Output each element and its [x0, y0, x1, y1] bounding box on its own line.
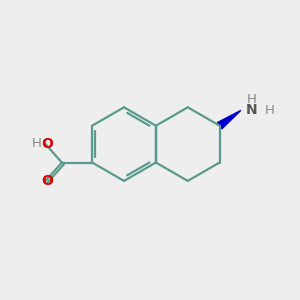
Text: H: H [264, 104, 274, 117]
Polygon shape [218, 110, 241, 129]
Text: N: N [246, 103, 258, 117]
Text: O: O [41, 137, 53, 151]
Text: H: H [247, 93, 256, 106]
Text: O: O [41, 174, 53, 188]
Text: H: H [31, 137, 41, 150]
